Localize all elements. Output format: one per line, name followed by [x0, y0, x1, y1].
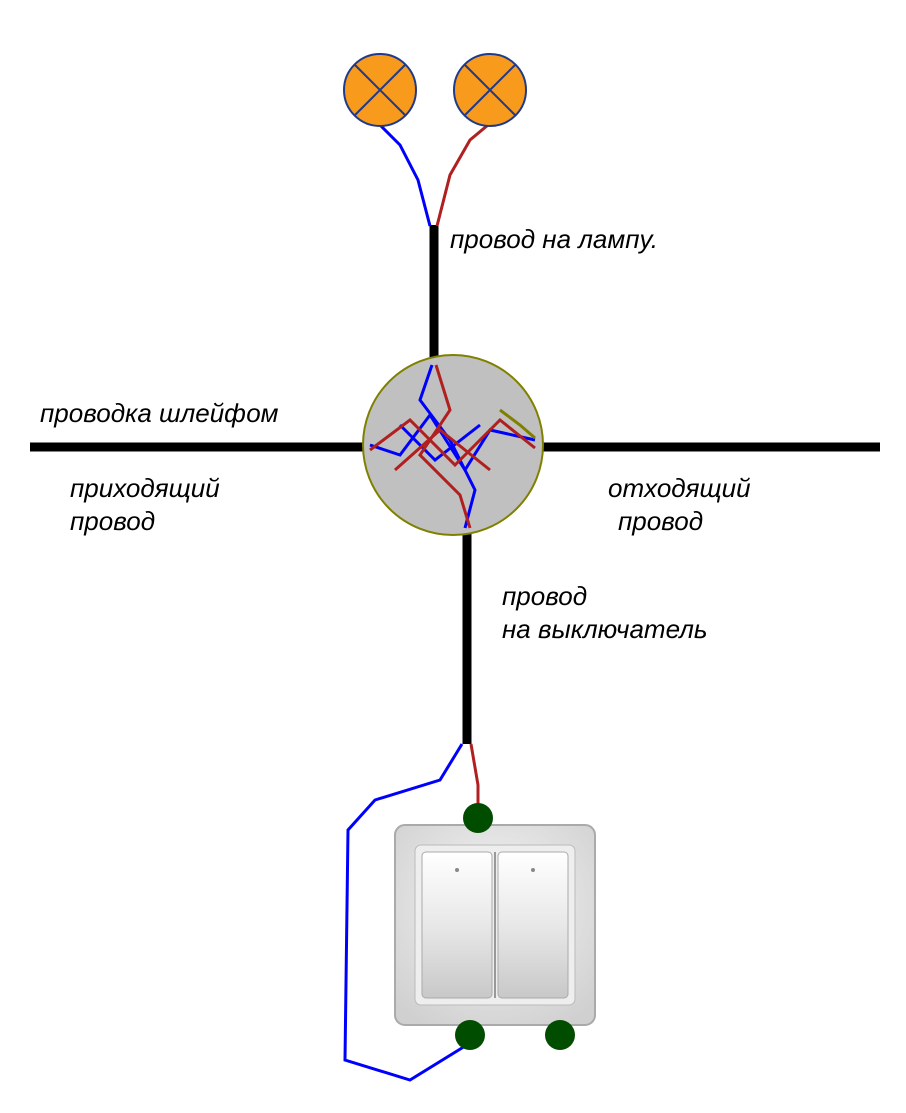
terminal-bottom-left — [455, 1020, 485, 1050]
lamp-1 — [344, 54, 416, 126]
diagram-svg — [0, 0, 906, 1113]
wire-blue-to-lamp — [380, 125, 430, 226]
switch — [395, 825, 595, 1025]
terminal-top — [463, 803, 493, 833]
label-switch-wire-1: провод — [502, 580, 587, 614]
label-switch-wire-2: на выключатель — [502, 613, 708, 647]
terminal-bottom-right — [545, 1020, 575, 1050]
lamp-2 — [454, 54, 526, 126]
wire-red-to-lamp — [437, 125, 488, 226]
label-loop-wiring: проводка шлейфом — [40, 397, 278, 431]
label-lamp-wire: провод на лампу. — [450, 223, 658, 257]
wiring-diagram: провод на лампу. проводка шлейфом приход… — [0, 0, 906, 1113]
label-outgoing-2: провод — [618, 505, 703, 539]
label-outgoing-1: отходящий — [608, 472, 751, 506]
label-incoming-1: приходящий — [70, 472, 220, 506]
label-incoming-2: провод — [70, 505, 155, 539]
